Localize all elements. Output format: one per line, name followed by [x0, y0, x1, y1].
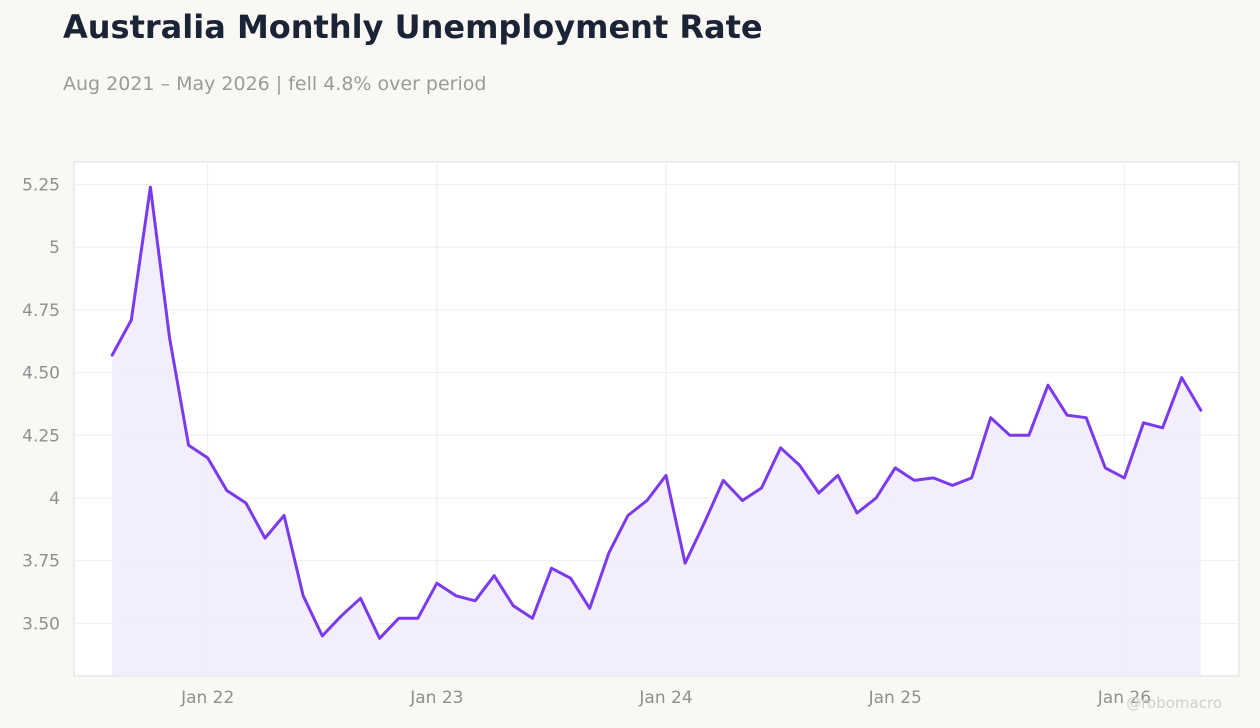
data-point — [550, 567, 553, 570]
data-point — [225, 489, 228, 492]
data-point — [970, 476, 973, 480]
data-point — [607, 551, 610, 555]
data-point — [454, 594, 458, 597]
data-point — [359, 597, 362, 600]
data-point — [1008, 434, 1011, 437]
data-point — [683, 562, 687, 565]
y-tick-label: 4.25 — [22, 426, 60, 446]
chart-title: Australia Monthly Unemployment Rate — [63, 8, 763, 46]
data-points — [111, 185, 1203, 640]
y-axis-ticks: 3.50 3.75 4 4.25 4.50 4.75 5 5.25 — [22, 176, 60, 635]
data-point — [435, 582, 439, 585]
data-point — [932, 476, 935, 480]
data-point — [187, 444, 190, 447]
area-fill — [112, 187, 1201, 676]
data-point — [741, 499, 744, 502]
data-point — [817, 491, 820, 495]
data-point — [703, 521, 706, 525]
watermark: @robomacro — [1126, 694, 1222, 712]
data-point — [855, 511, 859, 515]
data-point — [1123, 476, 1126, 480]
x-tick-label: Jan 26 — [1097, 688, 1151, 708]
data-point — [531, 617, 534, 620]
y-tick-label: 5 — [49, 238, 60, 258]
data-point — [416, 617, 419, 620]
data-point — [1065, 414, 1069, 417]
data-point — [1104, 466, 1107, 470]
data-point — [664, 474, 668, 477]
data-point — [302, 594, 305, 597]
data-point — [321, 634, 324, 638]
x-tick-label: Jan 24 — [638, 688, 692, 708]
data-point — [722, 479, 725, 482]
data-point — [836, 474, 840, 477]
data-point — [894, 466, 897, 470]
data-point — [473, 599, 477, 602]
data-point — [1027, 434, 1031, 437]
data-point — [149, 185, 152, 189]
data-point — [111, 353, 114, 357]
data-point — [1142, 421, 1145, 424]
data-point — [397, 617, 400, 620]
data-point — [206, 456, 209, 460]
data-point — [378, 637, 381, 640]
y-tick-label: 3.50 — [22, 614, 60, 634]
data-point — [951, 484, 954, 487]
data-point — [130, 318, 133, 322]
y-tick-label: 4.75 — [22, 301, 60, 321]
data-point — [168, 336, 171, 339]
data-point — [1180, 376, 1183, 379]
chart-subtitle: Aug 2021 – May 2026 | fell 4.8% over per… — [63, 73, 487, 95]
data-point — [874, 496, 878, 500]
x-tick-label: Jan 23 — [409, 688, 463, 708]
y-tick-label: 4 — [49, 489, 60, 509]
data-point — [493, 574, 496, 577]
y-tick-label: 3.75 — [22, 552, 60, 572]
data-point — [779, 446, 782, 449]
x-tick-label: Jan 22 — [180, 688, 234, 708]
data-point — [913, 479, 916, 482]
data-point — [798, 464, 801, 467]
data-point — [282, 514, 286, 517]
data-point — [1161, 426, 1164, 429]
data-point — [1085, 416, 1088, 419]
data-point — [760, 486, 763, 490]
data-point — [645, 499, 649, 502]
data-point — [626, 514, 630, 517]
data-point — [569, 577, 572, 580]
x-tick-label: Jan 25 — [868, 688, 922, 708]
data-point — [512, 604, 515, 607]
data-point — [340, 614, 343, 617]
data-point — [1046, 384, 1050, 387]
data-point — [244, 501, 248, 505]
data-point — [263, 536, 267, 540]
data-point — [588, 607, 591, 610]
y-tick-label: 5.25 — [22, 176, 60, 196]
data-point — [989, 416, 992, 419]
data-point — [1199, 409, 1203, 412]
x-axis-ticks: Jan 22 Jan 23 Jan 24 Jan 25 Jan 26 — [180, 688, 1151, 708]
y-tick-label: 4.50 — [22, 364, 60, 384]
series-line — [110, 185, 1203, 640]
